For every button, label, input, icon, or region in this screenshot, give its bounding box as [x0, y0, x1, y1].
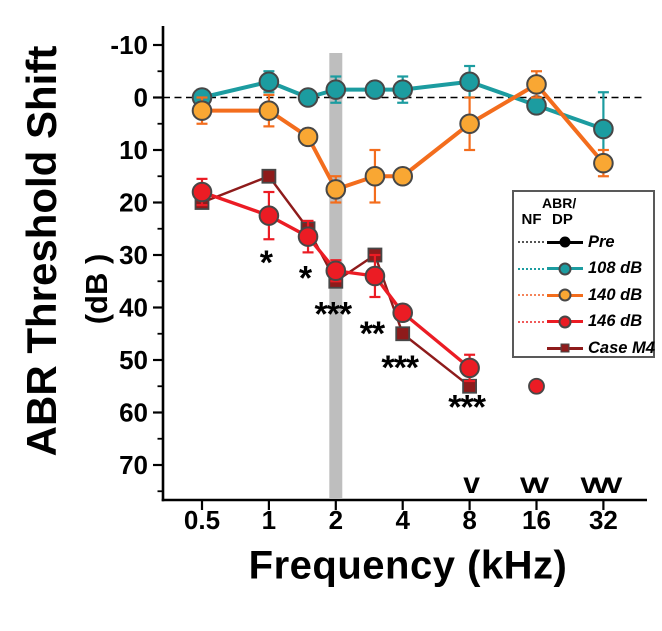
legend-nf-dotted-swatch: [518, 294, 544, 297]
y-tick-label: 40: [119, 293, 148, 323]
circle-marker: [593, 118, 614, 140]
circle-marker: [392, 165, 414, 187]
v-mark: vvv: [580, 467, 622, 500]
circle-marker: [593, 152, 614, 174]
circle-marker: [191, 181, 213, 203]
circle-marker: [258, 71, 280, 93]
asterisk-mark: *: [260, 244, 274, 282]
legend-dp-line-swatch: [547, 340, 583, 356]
circle-marker: [325, 79, 347, 100]
legend-label: Case M4: [588, 338, 655, 357]
legend-nf-dotted-swatch: [518, 320, 544, 323]
square-marker: [261, 168, 277, 184]
asterisk-mark: *: [299, 260, 313, 298]
x-axis-title: Frequency (kHz): [248, 543, 568, 588]
significance-asterisks: * ************: [260, 244, 488, 426]
series-140-db: [191, 70, 614, 204]
circle-marker: [258, 100, 280, 121]
circle-marker: [297, 87, 319, 108]
legend-rows: Pre 108 dB 140 dB 146 dB Case M4: [518, 229, 655, 362]
y-tick-label: 10: [119, 135, 148, 165]
axes: -10 0 10 20 30 40 50 60 70 0.5 1 2 4 8 16 32: [110, 26, 647, 535]
asterisk-mark: **: [360, 315, 386, 353]
circle-marker: [459, 357, 480, 379]
circle-marker: [392, 302, 414, 324]
x-tick-label: 0.5: [184, 505, 220, 535]
y-tick-label: -10: [110, 30, 148, 60]
square-marker: [395, 326, 411, 342]
x-tick-label: 1: [262, 505, 276, 535]
y-tick-label: 70: [119, 450, 148, 480]
circle-marker: [364, 265, 386, 287]
y-tick-label: 0: [134, 83, 148, 113]
legend-col-nf: NF: [521, 211, 542, 228]
y-axis-title: ABR Threshold Shift: [18, 45, 65, 457]
legend-square-marker: [560, 343, 570, 353]
legend-row-108-db: 108 dB: [518, 256, 651, 283]
legend-circle-marker: [558, 288, 572, 302]
series-108-db: [191, 64, 614, 167]
legend-label: 140 dB: [588, 285, 643, 304]
circle-marker: [258, 205, 280, 226]
circle-marker: [191, 100, 213, 121]
legend-row-146-db: 146 dB: [518, 309, 651, 336]
circle-marker: [459, 71, 480, 93]
y-tick-label: 30: [119, 240, 148, 270]
circle-marker: [364, 79, 386, 100]
legend-nf-dotted-swatch: [518, 241, 544, 244]
circle-marker: [297, 226, 319, 247]
noise-notch-marks: v vv vvv: [463, 467, 626, 500]
y-axis-unit: (dB ): [79, 253, 114, 325]
y-tick-label: 50: [119, 345, 148, 375]
legend-label: 108 dB: [588, 259, 643, 278]
legend-column-headers: NF DP: [514, 211, 573, 228]
legend-col-dp: DP: [552, 211, 573, 228]
circle-marker: [392, 79, 414, 100]
legend-label: 146 dB: [588, 312, 643, 331]
legend-header-abr-dp: ABR/: [542, 195, 577, 211]
isolated-point-146db-16khz: [528, 377, 545, 395]
circle-marker: [526, 95, 547, 116]
v-mark: vv: [520, 467, 550, 500]
circle-marker: [325, 260, 347, 282]
legend-row-140-db: 140 dB: [518, 282, 651, 309]
circle-marker: [526, 74, 547, 95]
y-tick-label: 60: [119, 398, 148, 428]
y-tick-label: 20: [119, 188, 148, 218]
asterisk-mark: ***: [314, 295, 352, 333]
legend-dp-line-swatch: [547, 234, 583, 250]
x-tick-label: 2: [329, 505, 343, 535]
legend-dp-line-swatch: [547, 261, 583, 277]
circle-marker: [297, 126, 319, 148]
legend-row-pre: Pre: [518, 229, 651, 256]
legend: ABR/ NF DP Pre 108 dB 140 dB 146 dB Case M4: [512, 190, 655, 358]
legend-dp-line-swatch: [547, 287, 583, 303]
asterisk-mark: ***: [381, 349, 419, 387]
legend-circle-marker: [558, 262, 572, 276]
circle-marker: [325, 179, 347, 200]
x-tick-label: 16: [522, 505, 551, 535]
asterisk-mark: ***: [448, 388, 486, 426]
legend-dp-line-swatch: [547, 314, 583, 330]
circle-marker: [364, 165, 386, 187]
v-mark: v: [463, 467, 480, 500]
legend-row-case-m4: Case M4: [518, 335, 655, 362]
series-146-db: [191, 177, 480, 383]
x-tick-label: 32: [589, 505, 618, 535]
legend-circle-marker: [558, 315, 572, 329]
x-tick-label: 4: [395, 505, 410, 535]
circle-marker: [459, 113, 480, 135]
legend-circle-marker: [559, 236, 571, 248]
legend-label: Pre: [588, 232, 615, 251]
legend-nf-dotted-swatch: [518, 267, 544, 270]
x-tick-label: 8: [462, 505, 476, 535]
